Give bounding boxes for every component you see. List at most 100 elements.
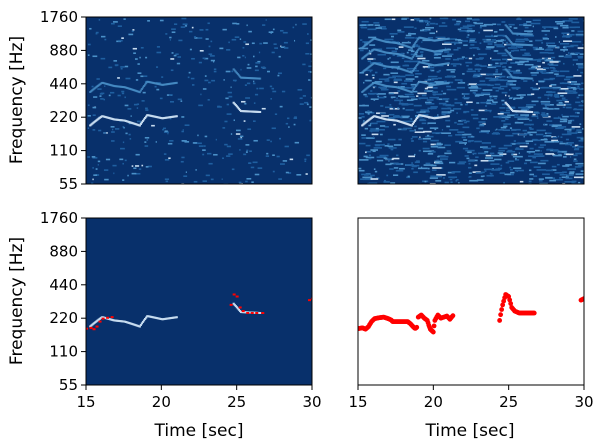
- spectrogram-bin: [265, 155, 270, 157]
- spectrogram-bin: [497, 34, 505, 37]
- spectrogram-bin: [535, 39, 543, 42]
- spectrogram-bin: [384, 158, 389, 160]
- spectrogram-bin: [245, 43, 249, 46]
- spectrogram-bin: [422, 140, 428, 143]
- spectrogram-bin: [219, 47, 224, 50]
- spectrogram-bin: [519, 94, 526, 96]
- spectrogram-bin: [533, 166, 538, 168]
- spectrogram-bin: [92, 178, 94, 181]
- spectrogram-bin: [87, 127, 90, 129]
- spectrogram-bin: [523, 23, 528, 25]
- spectrogram-bin: [532, 19, 541, 22]
- spectrogram-bin: [509, 166, 512, 169]
- spectrogram-bin: [254, 93, 259, 96]
- harmonic-bin: [417, 48, 420, 51]
- harmonic-bin: [258, 311, 262, 314]
- spectrogram-bin: [372, 85, 377, 88]
- f0-point: [507, 297, 513, 303]
- spectrogram-bin: [555, 127, 564, 130]
- spectrogram-bin: [452, 18, 457, 21]
- spectrogram-bin: [436, 159, 440, 162]
- spectrogram-bin: [243, 153, 247, 156]
- spectrogram-bin: [577, 47, 584, 49]
- f0-marker: [250, 312, 254, 315]
- spectrogram-bin: [98, 19, 101, 21]
- spectrogram-bin: [358, 169, 365, 172]
- spectrogram-bin: [530, 72, 539, 74]
- spectrogram-bin: [561, 32, 570, 35]
- spectrogram-bin: [564, 181, 575, 183]
- spectrogram-bin: [393, 123, 396, 126]
- spectrogram-bin: [498, 147, 508, 150]
- spectrogram-bin: [284, 145, 289, 148]
- spectrogram-bin: [508, 89, 511, 91]
- spectrogram-bin: [226, 155, 231, 157]
- spectrogram-bin: [392, 157, 400, 160]
- spectrogram-bin: [475, 172, 483, 174]
- spectrogram-bin: [276, 155, 280, 158]
- spectrogram-bin: [544, 141, 555, 143]
- spectrogram-bin: [541, 115, 549, 118]
- spectrogram-bin: [444, 51, 450, 53]
- spectrogram-bin: [87, 43, 91, 46]
- spectrogram-bin: [487, 159, 495, 162]
- spectrogram-bin: [252, 161, 258, 164]
- spectrogram-bin: [491, 169, 501, 171]
- spectrogram-bin: [97, 160, 101, 163]
- harmonic-bin: [235, 105, 238, 108]
- spectrogram-bin: [184, 124, 190, 127]
- spectrogram-bin: [573, 75, 582, 77]
- spectrogram-bin: [454, 102, 462, 104]
- spectrogram-bin: [511, 58, 514, 61]
- spectrogram-bin: [456, 178, 459, 181]
- spectrogram-bin: [572, 63, 574, 66]
- spectrogram-bin: [553, 154, 562, 157]
- spectrogram-bin: [541, 103, 550, 105]
- spectrogram-bin: [465, 149, 475, 152]
- spectrogram-bin: [547, 97, 550, 100]
- spectrogram-bin: [459, 142, 468, 144]
- spectrogram-bin: [244, 56, 246, 59]
- spectrogram-bin: [441, 129, 444, 131]
- spectrogram-bin: [552, 124, 562, 127]
- spectrogram-bin: [235, 133, 241, 135]
- spectrogram-bin: [563, 47, 567, 49]
- spectrogram-bin: [302, 23, 307, 25]
- spectrogram-bin: [176, 62, 181, 65]
- spectrogram-bin: [506, 150, 516, 153]
- spectrogram-bin: [363, 69, 373, 72]
- harmonic-bin: [505, 49, 508, 52]
- spectrogram-bin: [135, 172, 141, 175]
- spectrogram-bin: [536, 129, 546, 132]
- spectrogram-bin: [429, 182, 436, 184]
- spectrogram-bin: [388, 92, 394, 95]
- spectrogram-bin: [372, 136, 374, 139]
- spectrogram-bin: [384, 106, 393, 109]
- spectrogram-bin: [282, 31, 288, 34]
- spectrogram-bin: [182, 23, 188, 26]
- spectrogram-bin: [467, 84, 469, 86]
- spectrogram-bin: [253, 102, 256, 104]
- spectrogram-bin: [549, 61, 559, 63]
- spectrogram-bin: [556, 22, 563, 25]
- spectrogram-bin: [476, 102, 480, 104]
- spectrogram-bin: [466, 70, 477, 73]
- spectrogram-bin: [462, 25, 472, 28]
- spectrogram-bin: [573, 154, 578, 157]
- harmonic-bin: [506, 104, 509, 107]
- spectrogram-bin: [208, 81, 211, 84]
- spectrogram-bin: [501, 99, 505, 102]
- spectrogram-bin: [294, 39, 296, 42]
- spectrogram-bin: [181, 156, 185, 159]
- harmonic-bin: [507, 105, 510, 108]
- spectrogram-bin: [512, 132, 520, 135]
- harmonic-bin: [235, 306, 238, 309]
- spectrogram-bin: [430, 143, 436, 146]
- spectrogram-bin: [428, 75, 438, 78]
- spectrogram-bin: [100, 35, 106, 38]
- spectrogram-bin: [530, 66, 536, 69]
- spectrogram-bin: [450, 109, 455, 112]
- spectrogram-bin: [461, 119, 467, 122]
- spectrogram-bin: [439, 17, 449, 20]
- spectrogram-bin: [457, 28, 462, 31]
